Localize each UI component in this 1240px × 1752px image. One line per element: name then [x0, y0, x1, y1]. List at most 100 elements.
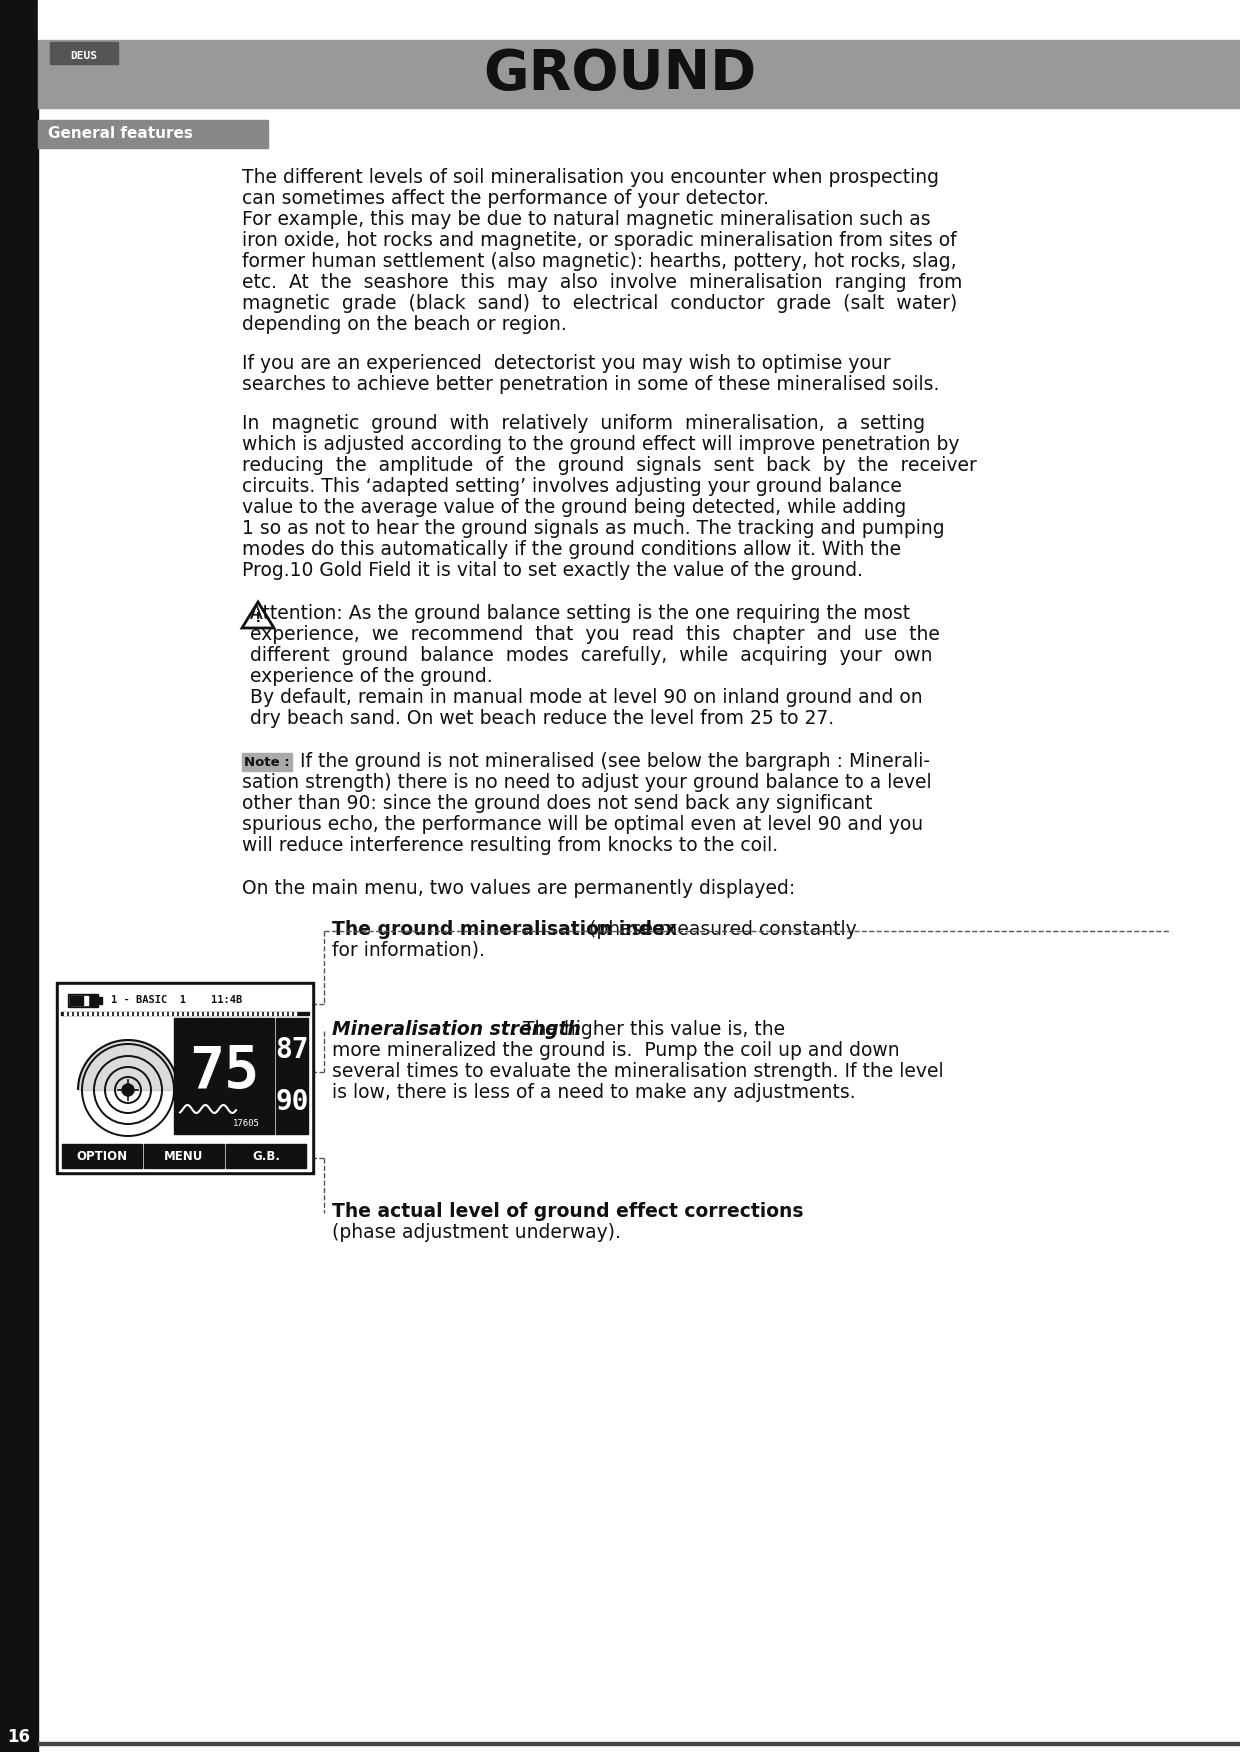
Bar — [234, 1013, 236, 1014]
Text: which is adjusted according to the ground effect will improve penetration by: which is adjusted according to the groun… — [242, 434, 960, 454]
Bar — [0, 0, 38, 1752]
Bar — [198, 1013, 201, 1014]
Text: dry beach sand. On wet beach reduce the level from 25 to 27.: dry beach sand. On wet beach reduce the … — [250, 710, 835, 729]
Bar — [38, 40, 1240, 109]
Text: searches to achieve better penetration in some of these mineralised soils.: searches to achieve better penetration i… — [242, 375, 940, 394]
Bar — [114, 1013, 117, 1014]
Text: In  magnetic  ground  with  relatively  uniform  mineralisation,  a  setting: In magnetic ground with relatively unifo… — [242, 413, 925, 433]
Bar — [274, 1013, 277, 1014]
Bar — [149, 1013, 151, 1014]
Text: Attention: As the ground balance setting is the one requiring the most: Attention: As the ground balance setting… — [250, 604, 910, 624]
Bar — [279, 1013, 281, 1014]
Text: former human settlement (also magnetic): hearths, pottery, hot rocks, slag,: former human settlement (also magnetic):… — [242, 252, 956, 272]
Text: iron oxide, hot rocks and magnetite, or sporadic mineralisation from sites of: iron oxide, hot rocks and magnetite, or … — [242, 231, 956, 251]
Bar — [61, 1013, 309, 1014]
Text: 1 - BASIC  1    11:4B: 1 - BASIC 1 11:4B — [112, 995, 242, 1006]
Bar — [69, 995, 83, 1006]
Bar — [109, 1013, 112, 1014]
Bar — [239, 1013, 241, 1014]
Bar — [56, 983, 314, 1174]
Text: Prog.10 Gold Field it is vital to set exactly the value of the ground.: Prog.10 Gold Field it is vital to set ex… — [242, 561, 863, 580]
Bar — [215, 1013, 216, 1014]
Text: experience,  we  recommend  that  you  read  this  chapter  and  use  the: experience, we recommend that you read t… — [250, 625, 940, 645]
Bar — [224, 1013, 226, 1014]
Bar — [98, 997, 102, 1004]
Bar — [164, 1013, 166, 1014]
Bar — [84, 1013, 86, 1014]
Text: 1 so as not to hear the ground signals as much. The tracking and pumping: 1 so as not to hear the ground signals a… — [242, 519, 945, 538]
Bar — [264, 1013, 267, 1014]
Bar — [205, 1013, 206, 1014]
Bar — [38, 1741, 1240, 1745]
Text: 90: 90 — [275, 1088, 309, 1116]
Bar — [289, 1013, 291, 1014]
Bar — [294, 1013, 296, 1014]
Text: will reduce interference resulting from knocks to the coil.: will reduce interference resulting from … — [242, 836, 779, 855]
Bar — [60, 985, 311, 1170]
Bar — [249, 1013, 250, 1014]
Text: experience of the ground.: experience of the ground. — [250, 668, 492, 687]
Bar — [244, 1013, 246, 1014]
Text: other than 90: since the ground does not send back any significant: other than 90: since the ground does not… — [242, 794, 873, 813]
Bar — [242, 753, 291, 771]
Text: Mineralisation strength: Mineralisation strength — [332, 1020, 580, 1039]
Bar — [259, 1013, 260, 1014]
Text: GROUND: GROUND — [484, 47, 756, 102]
Bar — [129, 1013, 131, 1014]
Bar — [69, 995, 88, 1006]
Bar — [124, 1013, 126, 1014]
Bar — [134, 1013, 136, 1014]
Bar — [74, 1013, 76, 1014]
Bar — [174, 1018, 274, 1134]
Bar — [277, 1018, 308, 1134]
Bar — [159, 1013, 161, 1014]
Text: different  ground  balance  modes  carefully,  while  acquiring  your  own: different ground balance modes carefully… — [250, 646, 932, 666]
Bar — [219, 1013, 221, 1014]
Bar — [229, 1013, 231, 1014]
Bar — [169, 1013, 171, 1014]
Text: circuits. This ‘adapted setting’ involves adjusting your ground balance: circuits. This ‘adapted setting’ involve… — [242, 477, 901, 496]
Text: depending on the beach or region.: depending on the beach or region. — [242, 315, 567, 335]
Bar — [62, 1144, 143, 1169]
Text: For example, this may be due to natural magnetic mineralisation such as: For example, this may be due to natural … — [242, 210, 931, 230]
Text: modes do this automatically if the ground conditions allow it. With the: modes do this automatically if the groun… — [242, 540, 901, 559]
Text: more mineralized the ground is.  Pump the coil up and down: more mineralized the ground is. Pump the… — [332, 1041, 900, 1060]
Text: (phase measured constantly: (phase measured constantly — [583, 920, 857, 939]
Bar — [254, 1013, 255, 1014]
Text: several times to evaluate the mineralisation strength. If the level: several times to evaluate the mineralisa… — [332, 1062, 944, 1081]
Bar — [119, 1013, 122, 1014]
Circle shape — [122, 1084, 134, 1097]
Text: spurious echo, the performance will be optimal even at level 90 and you: spurious echo, the performance will be o… — [242, 815, 923, 834]
Text: value to the average value of the ground being detected, while adding: value to the average value of the ground… — [242, 498, 906, 517]
Text: can sometimes affect the performance of your detector.: can sometimes affect the performance of … — [242, 189, 769, 208]
Bar — [79, 1013, 81, 1014]
Bar — [94, 1013, 95, 1014]
Text: !: ! — [254, 611, 262, 625]
Text: reducing  the  amplitude  of  the  ground  signals  sent  back  by  the  receive: reducing the amplitude of the ground sig… — [242, 456, 977, 475]
Text: 17605: 17605 — [233, 1120, 259, 1128]
Text: If you are an experienced  detectorist you may wish to optimise your: If you are an experienced detectorist yo… — [242, 354, 890, 373]
Text: Note :: Note : — [244, 755, 290, 769]
Bar — [69, 1013, 71, 1014]
Bar — [38, 119, 268, 147]
Text: On the main menu, two values are permanently displayed:: On the main menu, two values are permane… — [242, 880, 795, 899]
Text: magnetic  grade  (black  sand)  to  electrical  conductor  grade  (salt  water): magnetic grade (black sand) to electrica… — [242, 294, 957, 314]
Bar — [154, 1013, 156, 1014]
Text: 87: 87 — [275, 1037, 309, 1065]
Bar — [144, 1013, 146, 1014]
Text: The ground mineralisation index: The ground mineralisation index — [332, 920, 677, 939]
Text: for information).: for information). — [332, 941, 485, 960]
Text: sation strength) there is no need to adjust your ground balance to a level: sation strength) there is no need to adj… — [242, 773, 931, 792]
Text: etc.  At  the  seashore  this  may  also  involve  mineralisation  ranging  from: etc. At the seashore this may also invol… — [242, 273, 962, 293]
Bar — [89, 1013, 91, 1014]
Bar — [210, 1013, 211, 1014]
Bar — [284, 1013, 286, 1014]
Bar — [38, 0, 1240, 40]
Bar — [179, 1013, 181, 1014]
Text: DEUS: DEUS — [71, 51, 98, 61]
Text: MENU: MENU — [165, 1149, 203, 1163]
Text: is low, there is less of a need to make any adjustments.: is low, there is less of a need to make … — [332, 1083, 856, 1102]
Text: By default, remain in manual mode at level 90 on inland ground and on: By default, remain in manual mode at lev… — [250, 689, 923, 708]
Text: G.B.: G.B. — [252, 1149, 280, 1163]
Bar — [174, 1013, 176, 1014]
